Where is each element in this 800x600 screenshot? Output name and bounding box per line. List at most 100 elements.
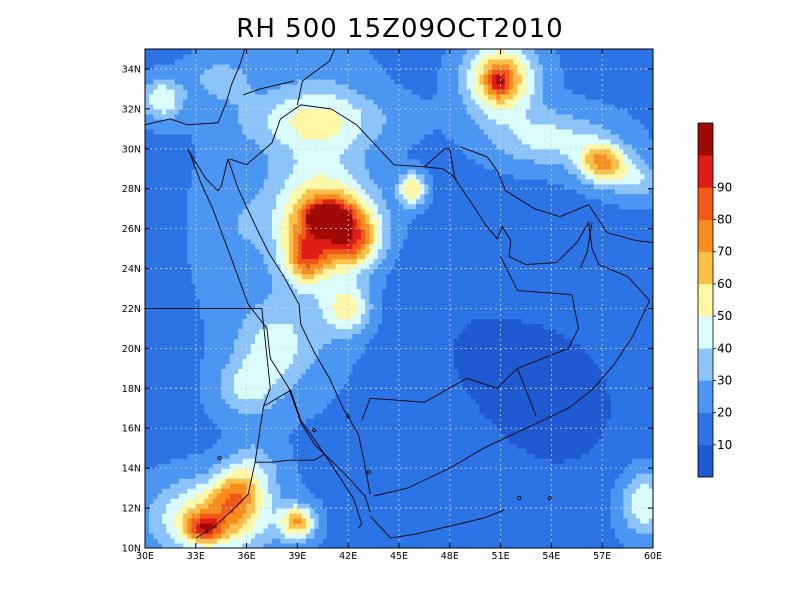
- field-cell: [534, 388, 540, 394]
- field-cell: [428, 493, 434, 499]
- field-cell: [331, 473, 337, 479]
- field-cell: [233, 363, 239, 369]
- field-cell: [534, 463, 540, 469]
- field-cell: [293, 523, 298, 529]
- field-cell: [322, 358, 328, 364]
- field-cell: [284, 458, 290, 464]
- field-cell: [272, 398, 277, 404]
- field-cell: [585, 443, 591, 449]
- field-cell: [208, 533, 214, 539]
- field-cell: [496, 503, 502, 509]
- field-cell: [462, 343, 468, 349]
- field-cell: [614, 393, 620, 399]
- field-cell: [454, 448, 459, 454]
- field-cell: [200, 493, 205, 499]
- field-cell: [200, 358, 205, 364]
- field-cell: [301, 388, 307, 394]
- field-cell: [280, 473, 286, 479]
- field-cell: [513, 358, 519, 364]
- field-cell: [437, 438, 442, 444]
- field-cell: [174, 483, 180, 489]
- field-cell: [356, 368, 362, 374]
- field-cell: [547, 483, 552, 489]
- field-cell: [369, 353, 375, 359]
- field-cell: [542, 518, 548, 524]
- field-cell: [187, 453, 193, 459]
- field-cell: [255, 453, 260, 459]
- field-cell: [331, 378, 337, 384]
- field-cell: [191, 463, 197, 469]
- field-cell: [576, 498, 582, 504]
- field-cell: [445, 453, 451, 459]
- field-cell: [174, 353, 180, 359]
- field-cell: [145, 353, 150, 359]
- field-cell: [365, 408, 370, 414]
- field-cell: [318, 463, 324, 469]
- field-cell: [424, 438, 430, 444]
- field-cell: [195, 353, 201, 359]
- field-cell: [530, 448, 536, 454]
- field-cell: [521, 533, 527, 539]
- field-cell: [178, 398, 184, 404]
- field-cell: [297, 353, 303, 359]
- field-cell: [246, 538, 252, 544]
- field-cell: [343, 428, 349, 434]
- field-cell: [255, 448, 260, 454]
- field-cell: [229, 433, 235, 439]
- field-cell: [187, 408, 193, 414]
- field-cell: [475, 378, 481, 384]
- field-cell: [568, 413, 574, 419]
- field-cell: [250, 338, 256, 345]
- field-cell: [640, 463, 646, 469]
- field-cell: [606, 463, 612, 469]
- field-cell: [373, 448, 379, 454]
- field-cell: [526, 438, 531, 444]
- field-cell: [314, 453, 320, 459]
- field-cell: [428, 343, 434, 349]
- field-cell: [640, 398, 646, 404]
- field-cell: [191, 543, 197, 548]
- field-cell: [500, 448, 506, 454]
- field-cell: [149, 368, 155, 374]
- field-cell: [373, 353, 379, 359]
- field-cell: [238, 413, 243, 419]
- field-cell: [411, 388, 417, 394]
- field-cell: [403, 473, 409, 479]
- field-cell: [555, 533, 561, 539]
- field-cell: [538, 378, 544, 384]
- field-cell: [415, 443, 421, 449]
- field-cell: [335, 498, 341, 504]
- field-cell: [212, 353, 218, 359]
- field-cell: [585, 518, 591, 524]
- field-cell: [280, 518, 286, 524]
- field-cell: [352, 388, 358, 394]
- field-cell: [373, 343, 379, 349]
- field-cell: [466, 378, 472, 384]
- field-cell: [424, 428, 430, 434]
- field-cell: [568, 378, 574, 384]
- field-cell: [636, 473, 641, 479]
- field-cell: [483, 343, 489, 349]
- field-cell: [602, 428, 608, 434]
- field-cell: [174, 358, 180, 364]
- field-cell: [242, 343, 248, 349]
- field-cell: [568, 463, 574, 469]
- field-cell: [204, 498, 210, 504]
- field-cell: [424, 403, 430, 409]
- field-cell: [623, 423, 629, 429]
- field-cell: [335, 538, 341, 544]
- field-cell: [403, 518, 409, 524]
- field-cell: [267, 513, 273, 519]
- field-cell: [403, 503, 409, 509]
- field-cell: [390, 343, 396, 349]
- field-cell: [263, 483, 269, 489]
- field-cell: [250, 423, 256, 429]
- field-cell: [627, 418, 633, 424]
- field-cell: [572, 443, 578, 449]
- field-cell: [161, 428, 167, 434]
- field-cell: [267, 533, 273, 539]
- field-cell: [581, 418, 586, 424]
- field-cell: [360, 343, 366, 349]
- field-cell: [352, 343, 358, 349]
- field-cell: [373, 498, 379, 504]
